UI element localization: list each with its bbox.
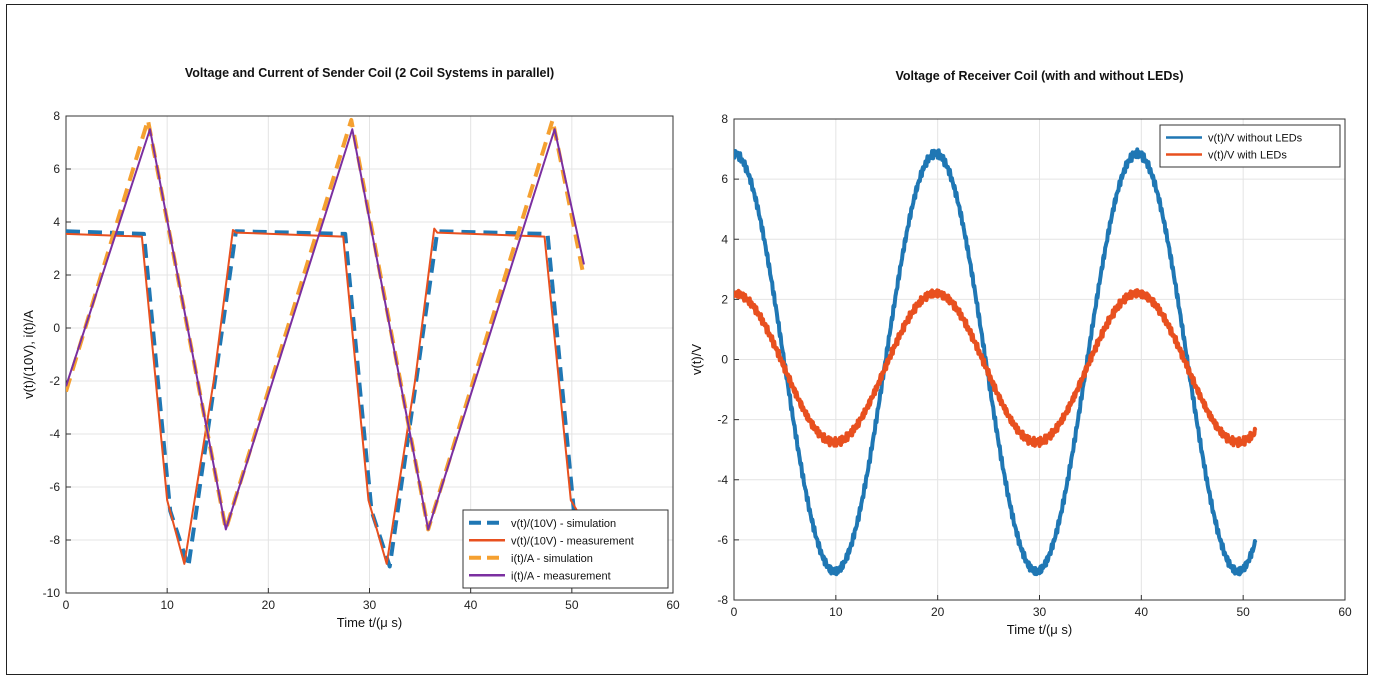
chart-title: Voltage of Receiver Coil (with and witho… (896, 69, 1184, 83)
y-tick-label: 8 (721, 112, 728, 126)
x-tick-label: 10 (829, 605, 843, 619)
y-tick-label: 2 (53, 268, 60, 282)
series-line-2 (66, 227, 583, 565)
x-tick-label: 0 (63, 598, 70, 612)
chart-1: Voltage and Current of Sender Coil (2 Co… (21, 66, 680, 630)
x-tick-label: 60 (666, 598, 680, 612)
y-axis-label: v(t)/V (689, 344, 704, 375)
y-tick-label: -8 (49, 533, 60, 547)
figure-border (6, 4, 1368, 675)
x-tick-label: 20 (931, 605, 945, 619)
x-axis-label: Time t/(μ s) (1007, 622, 1073, 637)
y-tick-label: -4 (717, 473, 728, 487)
x-tick-label: 10 (160, 598, 174, 612)
legend-label: v(t)/V with LEDs (1208, 150, 1287, 162)
y-tick-label: 2 (721, 292, 728, 306)
y-tick-label: 6 (53, 162, 60, 176)
series-group (734, 147, 1258, 577)
y-axis-label: v(t)/(10V), i(t)/A (21, 310, 36, 399)
y-tick-label: 8 (53, 109, 60, 123)
legend-label: v(t)/(10V) - simulation (511, 518, 616, 530)
y-tick-label: -8 (717, 593, 728, 607)
x-tick-label: 0 (731, 605, 738, 619)
series-line-3 (66, 117, 586, 532)
y-tick-label: -10 (43, 586, 61, 600)
y-tick-label: -6 (49, 480, 60, 494)
axes-box (733, 118, 1346, 601)
x-axis-label: Time t/(μ s) (337, 615, 403, 630)
series-line-2 (734, 288, 1258, 449)
legend-box (1159, 124, 1341, 168)
y-tick-label: 0 (721, 353, 728, 367)
series-group (66, 117, 586, 569)
y-tick-label: -4 (49, 427, 60, 441)
y-tick-label: -2 (49, 374, 60, 388)
legend-label: i(t)/A - simulation (511, 553, 593, 565)
x-tick-label: 20 (262, 598, 276, 612)
axes-box (65, 115, 674, 594)
series-line-1 (734, 147, 1258, 577)
series-line-4 (66, 128, 585, 531)
x-tick-label: 50 (1236, 605, 1250, 619)
y-tick-label: 6 (721, 172, 728, 186)
legend-label: i(t)/A - measurement (511, 570, 611, 582)
x-tick-label: 40 (1135, 605, 1149, 619)
y-tick-label: -6 (717, 533, 728, 547)
y-tick-label: 0 (53, 321, 60, 335)
x-tick-label: 40 (464, 598, 478, 612)
legend: v(t)/(10V) - simulation v(t)/(10V) - meas… (462, 509, 669, 589)
y-tick-label: 4 (721, 232, 728, 246)
y-tick-label: 4 (53, 215, 60, 229)
legend: v(t)/V without LEDs v(t)/V with LEDs (1159, 124, 1341, 168)
x-tick-label: 30 (363, 598, 377, 612)
x-tick-label: 60 (1338, 605, 1352, 619)
legend-label: v(t)/(10V) - measurement (511, 535, 634, 547)
chart-2: Voltage of Receiver Coil (with and witho… (689, 69, 1352, 637)
legend-label: v(t)/V without LEDs (1208, 133, 1303, 145)
y-tick-label: -2 (717, 413, 728, 427)
x-tick-label: 50 (565, 598, 579, 612)
x-tick-label: 30 (1033, 605, 1047, 619)
chart-title: Voltage and Current of Sender Coil (2 Co… (185, 66, 554, 80)
